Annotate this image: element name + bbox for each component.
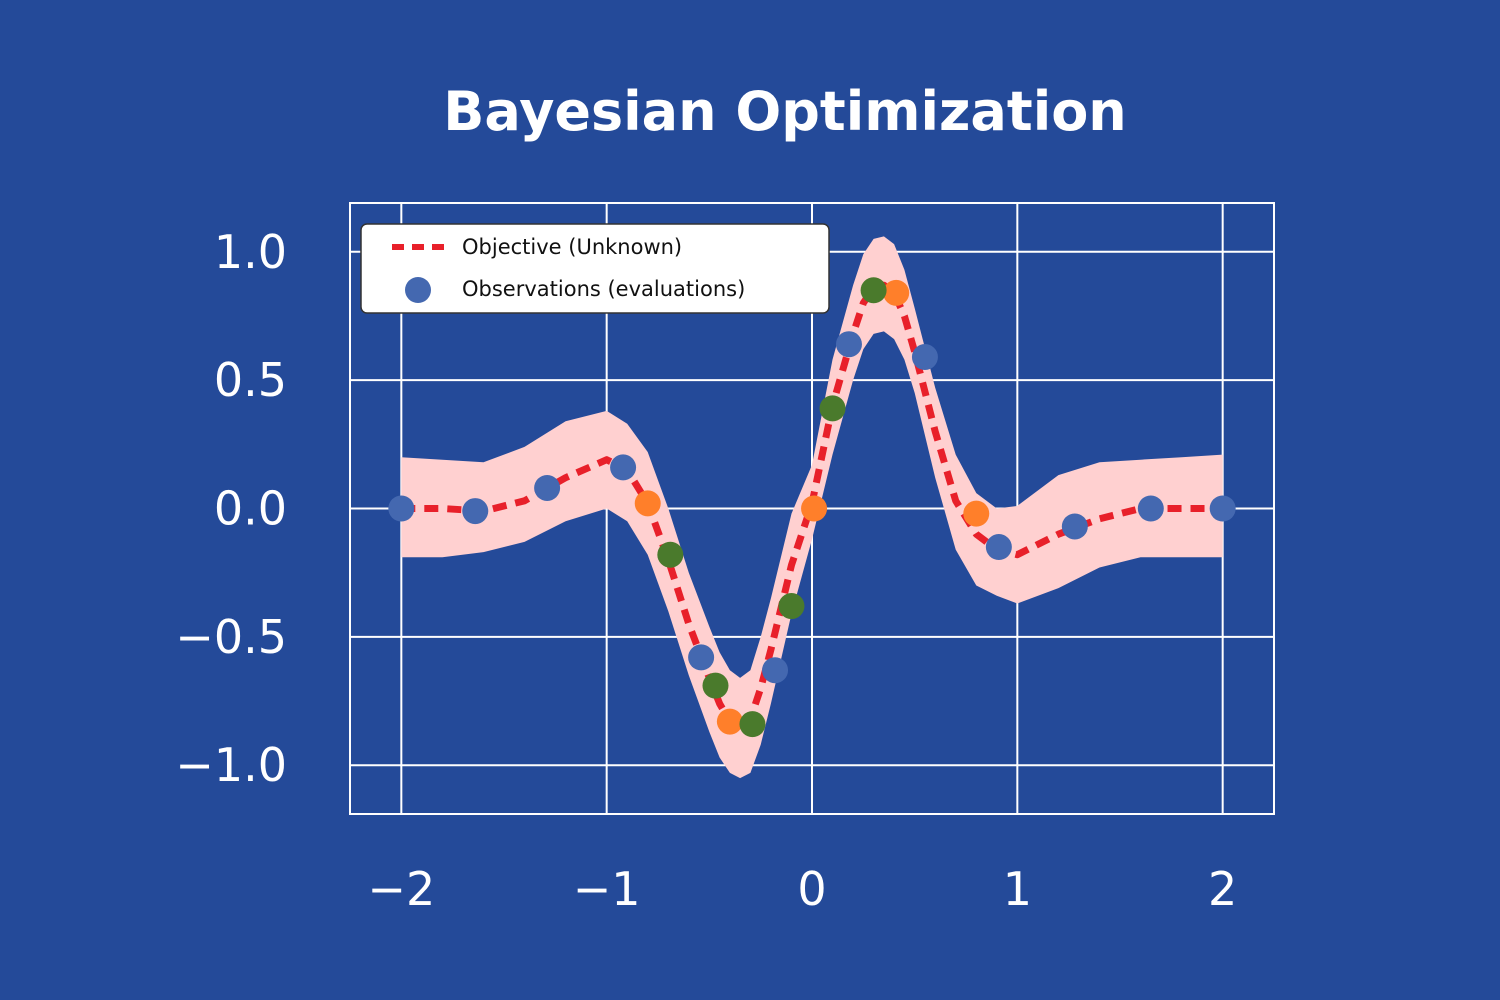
observation-point-green-0 [657, 541, 684, 568]
observation-point-blue-9 [1061, 513, 1088, 540]
observation-point-orange-1 [716, 708, 743, 735]
legend-observations-label: Observations (evaluations) [462, 277, 745, 301]
x-tick-label-0: −2 [367, 862, 435, 916]
observation-point-blue-5 [762, 657, 789, 684]
observation-point-orange-2 [801, 495, 828, 522]
x-tick-labels: −2 −1 0 1 2 [367, 862, 1237, 916]
legend-objective-label: Objective (Unknown) [462, 235, 682, 259]
x-tick-label-4: 2 [1208, 862, 1237, 916]
observation-point-blue-8 [985, 534, 1012, 561]
observation-point-green-3 [778, 593, 805, 620]
x-tick-label-3: 1 [1003, 862, 1032, 916]
x-tick-label-2: 0 [797, 862, 826, 916]
observation-point-blue-6 [835, 331, 862, 358]
legend-observations-swatch [405, 277, 431, 303]
legend: Objective (Unknown) Observations (evalua… [360, 223, 830, 314]
observation-point-blue-4 [688, 644, 715, 671]
observation-point-orange-3 [883, 279, 910, 306]
y-tick-label-2: 0.0 [214, 482, 287, 536]
observation-point-green-5 [860, 277, 887, 304]
observation-point-orange-4 [963, 500, 990, 527]
chart-title: Bayesian Optimization [443, 80, 1127, 143]
y-tick-label-1: −0.5 [175, 610, 287, 664]
observation-point-green-4 [819, 395, 846, 422]
observation-point-blue-7 [911, 344, 938, 371]
y-tick-label-3: 0.5 [214, 353, 287, 407]
y-tick-labels: −1.0 −0.5 0.0 0.5 1.0 [175, 225, 287, 792]
observation-point-orange-0 [634, 490, 661, 517]
observation-point-blue-1 [462, 498, 489, 525]
y-tick-label-4: 1.0 [214, 225, 287, 279]
legend-box [360, 223, 830, 314]
observation-point-green-1 [702, 672, 729, 699]
observation-point-blue-2 [534, 474, 561, 501]
observation-point-green-2 [739, 711, 766, 738]
observation-point-blue-10 [1137, 495, 1164, 522]
x-tick-label-1: −1 [573, 862, 641, 916]
observation-points [388, 277, 1236, 738]
observation-point-blue-0 [388, 495, 415, 522]
observation-point-blue-3 [610, 454, 637, 481]
plot-frame [349, 202, 1275, 815]
y-tick-label-0: −1.0 [175, 738, 287, 792]
observation-point-blue-11 [1209, 495, 1236, 522]
